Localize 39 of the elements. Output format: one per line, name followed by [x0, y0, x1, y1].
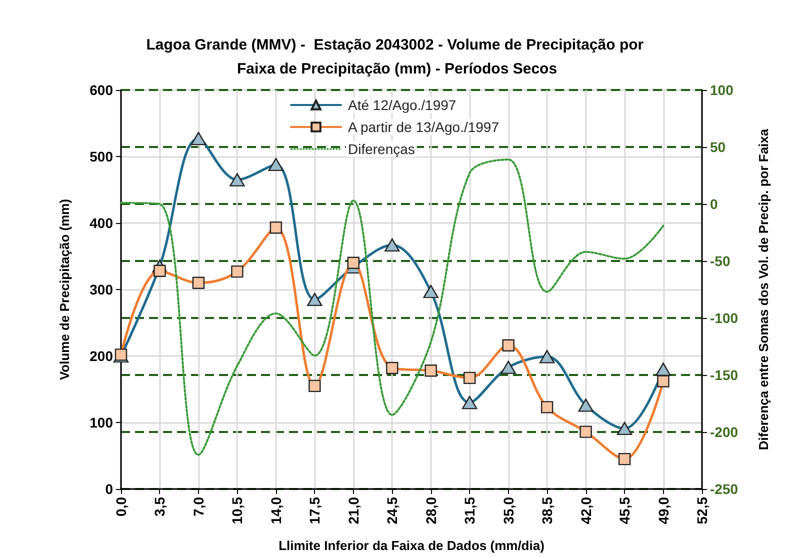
x-tick-label: 42,0	[578, 496, 594, 524]
x-axis-title: Llimite Inferior da Faixa de Dados (mm/dia)	[278, 538, 544, 553]
x-tick-label: 28,0	[422, 496, 439, 524]
y2-tick-label: 100	[710, 82, 734, 98]
line-series	[120, 158, 664, 456]
y2-tick-label: -150	[710, 367, 738, 383]
legend-label: Diferenças	[348, 141, 415, 157]
x-tick-label: 38,5	[539, 496, 556, 524]
x-tick-label: 24,5	[384, 496, 400, 524]
x-tick-label: 52,5	[694, 496, 710, 524]
x-tick-label: 45,5	[616, 496, 633, 524]
x-tick-label: 0,0	[113, 496, 129, 516]
y2-tick-label: 0	[710, 196, 718, 212]
y2-tick-label: -250	[710, 481, 738, 497]
y-tick-label: 0	[105, 481, 114, 497]
x-tick-label: 35,0	[500, 496, 516, 524]
y2-tick-label: -200	[710, 424, 738, 440]
legend-label: A partir de 13/Ago./1997	[348, 119, 500, 135]
chart-title: Lagoa Grande (MMV) - Estação 2043002 - Volume de Precipitação por Faixa de Precipitação (mm) - Períodos Secos	[146, 36, 648, 78]
y-tick-label: 300	[90, 282, 114, 298]
x-tick-label: 10,5	[229, 496, 246, 524]
x-tick-label: 49,0	[655, 496, 672, 524]
y-tick-label: 200	[90, 348, 114, 364]
x-tick-label: 3,5	[152, 496, 168, 516]
x-tick-label: 21,0	[345, 496, 362, 524]
y2-axis-title: Diferença entre Somas dos Vol. de Precip. por Faixa	[756, 128, 771, 450]
y-tick-label: 100	[90, 414, 114, 430]
y-tick-label: 400	[90, 215, 114, 231]
y-tick-label: 600	[90, 82, 114, 98]
x-tick-label: 17,5	[306, 496, 323, 524]
y2-tick-label: -100	[710, 310, 738, 326]
y2-tick-label: -50	[710, 253, 730, 269]
x-tick-label: 31,5	[462, 496, 478, 524]
x-tick-label: 14,0	[268, 496, 284, 524]
y-axis-title: Volume de Precipitação (mm)	[57, 198, 72, 380]
x-tick-label: 7,0	[190, 496, 206, 516]
legend-label: Até 12/Ago./1997	[348, 97, 456, 113]
y2-tick-label: 50	[710, 139, 726, 155]
y-tick-label: 500	[90, 148, 114, 164]
